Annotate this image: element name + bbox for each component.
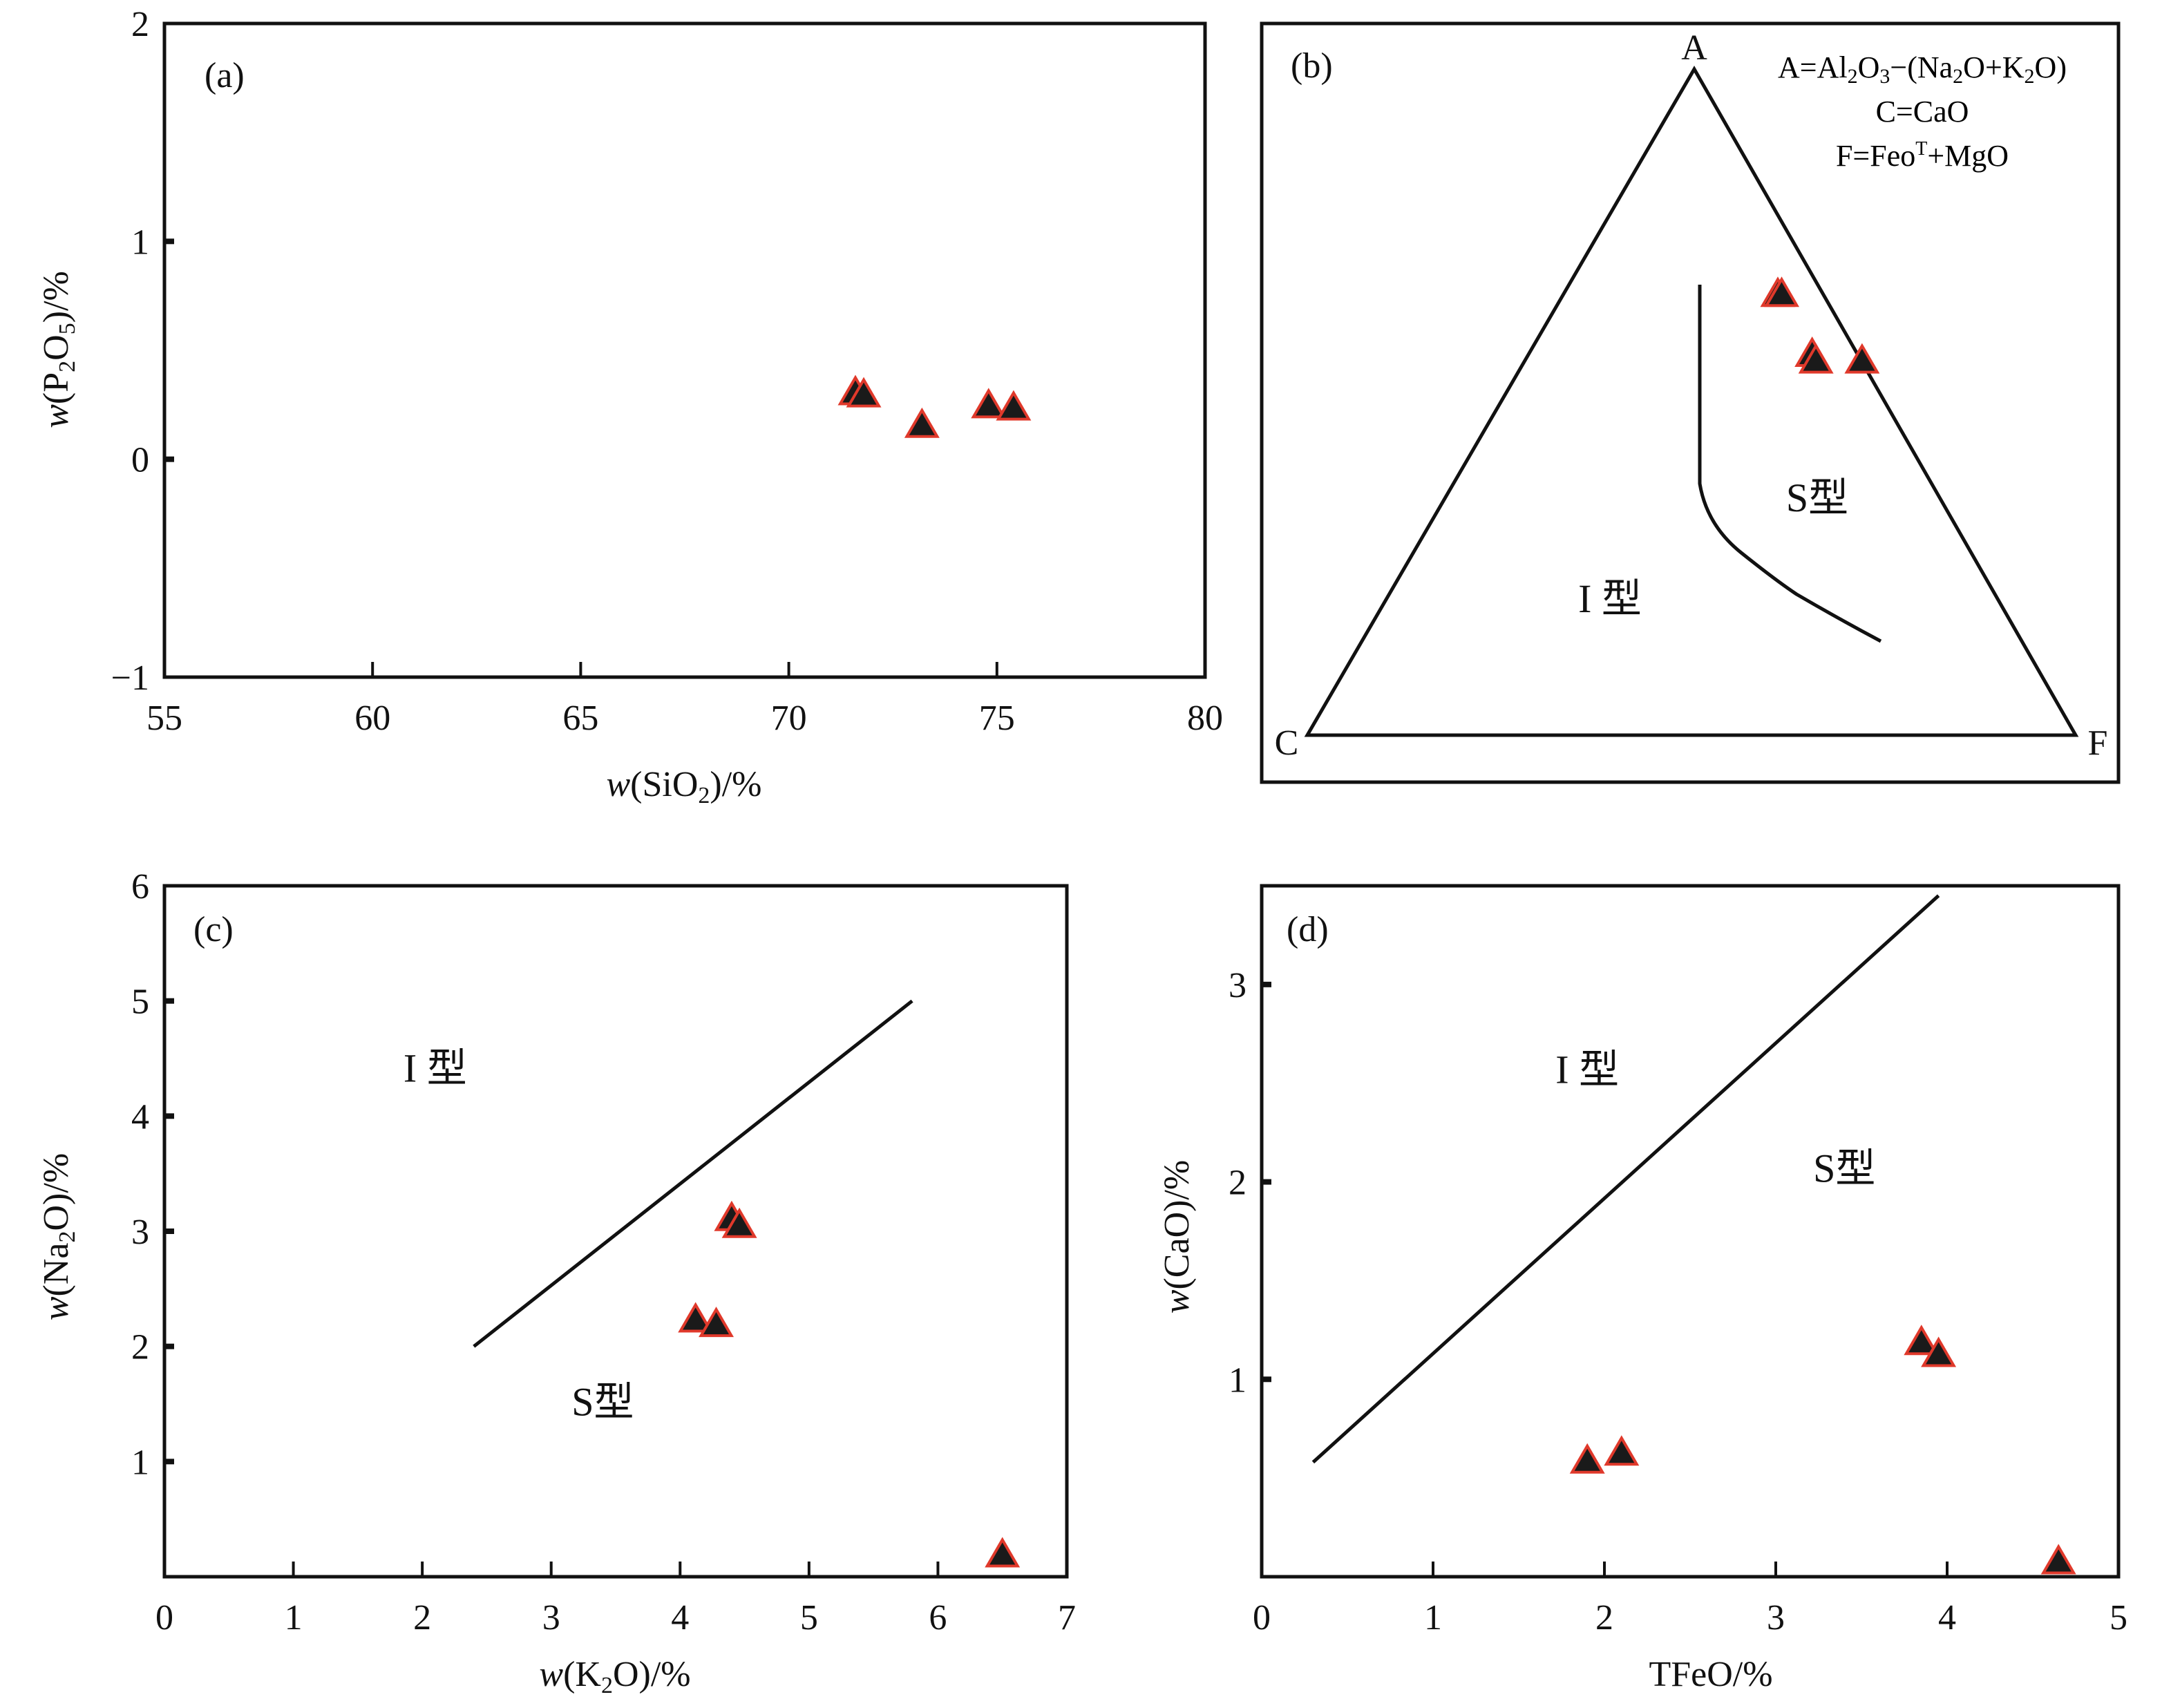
region-label-s: S型	[1786, 475, 1848, 520]
data-point	[1764, 276, 1799, 307]
x-tick-label: 3	[542, 1598, 560, 1638]
region-label: S型	[1813, 1146, 1875, 1191]
data-point	[846, 377, 882, 408]
plot-frame	[162, 884, 1069, 1579]
x-axis-label: w(K2O)/%	[539, 1655, 690, 1698]
panel-c: (c) 0 1 2 3 4 5 6 7 1 2 3 4 5 6 I 型 S型 w(K2O)/% w(Na2O)…	[37, 867, 1076, 1698]
plot-frame	[1260, 884, 2121, 1579]
panel-label: (b)	[1291, 46, 1333, 86]
vertex-label-f: F	[2088, 723, 2108, 763]
x-tick-label: 55	[146, 699, 182, 738]
y-axis-label: w(P2O5)/%	[37, 271, 80, 428]
x-tick-label: 1	[1424, 1598, 1442, 1638]
y-tick-label: 3	[1229, 966, 1246, 1005]
panel-b: (b) A C F A=Al2O3−(Na2O+K2O) C=CaO F=Feo…	[1260, 21, 2121, 784]
panel-label: (a)	[205, 56, 245, 95]
x-tick-label: 0	[1253, 1598, 1271, 1638]
region-label: I 型	[1555, 1047, 1619, 1092]
y-tick-label: 4	[131, 1097, 149, 1137]
data-point	[2040, 1544, 2076, 1575]
x-tick-label: 2	[413, 1598, 431, 1638]
y-tick-label: −1	[111, 658, 149, 698]
boundary-line	[1311, 894, 1940, 1464]
x-axis-label: TFeO/%	[1649, 1655, 1772, 1694]
panel-label: (c)	[193, 910, 234, 949]
x-tick-label: 65	[562, 699, 598, 738]
y-axis-label: w(Na2O)/%	[37, 1153, 80, 1320]
data-point	[678, 1302, 714, 1333]
x-axis-label: w(SiO2)/%	[606, 765, 761, 808]
x-tick-label: 60	[354, 699, 390, 738]
data-point	[699, 1307, 734, 1338]
data-point	[904, 407, 940, 438]
data-point	[1904, 1325, 1940, 1356]
data-point	[1798, 343, 1834, 374]
y-tick-label: 3	[131, 1213, 149, 1252]
data-point	[1844, 343, 1880, 374]
y-tick-label: 1	[131, 222, 149, 262]
vertex-label-a: A	[1681, 28, 1707, 68]
region-label-i: I 型	[1578, 576, 1642, 621]
region-label: I 型	[404, 1045, 467, 1090]
y-tick-label: 2	[131, 1328, 149, 1367]
panel-a: (a) 55 60 65 70 75 80 −1 0 1 2 w(SiO2)/% w(P2O5)/…	[37, 5, 1223, 808]
ternary-triangle	[1304, 65, 2079, 737]
plot-frame	[1260, 21, 2121, 784]
data-point	[1921, 1336, 1957, 1367]
data-point	[971, 388, 1007, 419]
vertex-label-c: C	[1275, 723, 1299, 763]
x-tick-label: 6	[929, 1598, 947, 1638]
y-tick-label: 5	[131, 983, 149, 1022]
y-tick-label: 2	[1229, 1164, 1246, 1203]
y-tick-label: 2	[131, 5, 149, 44]
boundary-curve	[1698, 285, 1882, 643]
legend-line-c: C=CaO	[1876, 95, 1969, 129]
y-axis-label: w(CaO)/%	[1157, 1160, 1197, 1313]
x-tick-label: 3	[1767, 1598, 1785, 1638]
y-tick-label: 0	[131, 441, 149, 480]
data-point	[985, 1537, 1021, 1568]
x-tick-label: 5	[800, 1598, 818, 1638]
x-tick-label: 75	[979, 699, 1015, 738]
y-tick-label: 1	[131, 1443, 149, 1482]
data-point	[1569, 1443, 1605, 1474]
boundary-line	[473, 999, 913, 1348]
data-point	[996, 390, 1032, 421]
plot-frame	[162, 21, 1207, 679]
panel-label: (d)	[1287, 910, 1329, 949]
legend-line-a: A=Al2O3−(Na2O+K2O)	[1778, 50, 2067, 88]
data-point	[1604, 1435, 1640, 1466]
region-label: S型	[571, 1380, 634, 1425]
data-point	[721, 1207, 757, 1238]
x-tick-label: 0	[155, 1598, 173, 1638]
x-tick-label: 1	[285, 1598, 303, 1638]
x-tick-label: 2	[1595, 1598, 1613, 1638]
ternary-legend: A=Al2O3−(Na2O+K2O) C=CaO F=FeoT+MgO	[1778, 50, 2067, 173]
panel-d: (d) 0 1 2 3 4 5 1 2 3 I 型 S型 TFeO/% w(CaO)/%	[1157, 884, 2127, 1694]
x-tick-label: 7	[1058, 1598, 1076, 1638]
y-tick-label: 6	[131, 867, 149, 907]
x-tick-label: 5	[2110, 1598, 2127, 1638]
y-tick-label: 1	[1229, 1360, 1246, 1400]
x-tick-label: 4	[1938, 1598, 1956, 1638]
x-tick-label: 80	[1187, 699, 1223, 738]
legend-line-f: F=FeoT+MgO	[1836, 138, 2009, 173]
x-tick-label: 4	[671, 1598, 689, 1638]
x-tick-label: 70	[771, 699, 807, 738]
